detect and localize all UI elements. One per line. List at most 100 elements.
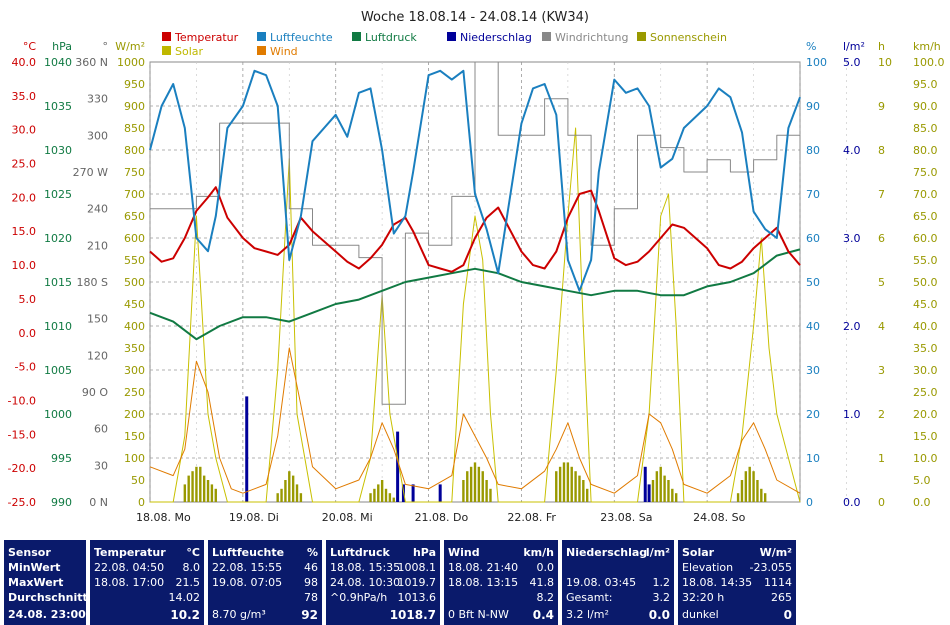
- axis-tick-temp: 35.0: [12, 90, 37, 103]
- stats-label: 18.08. 21:40: [448, 561, 519, 574]
- axis-tick-wind: 65.0: [913, 210, 938, 223]
- axis-tick-sunshine: 2: [878, 408, 885, 421]
- stats-row: 18.08. 15:35 1008.1: [326, 561, 440, 575]
- sunshine-bar: [655, 471, 659, 502]
- sunshine-bar: [199, 466, 202, 502]
- stats-header: Luftdruck hPa: [326, 546, 440, 560]
- axis-tick-winddir: 0 N: [89, 496, 108, 509]
- axis-tick-winddir: 150: [87, 313, 108, 326]
- axis-tick-solar: 200: [124, 408, 145, 421]
- stats-row: Durchschnitt: [4, 591, 88, 605]
- axis-unit-temp: °C: [23, 40, 37, 53]
- sunshine-bar: [582, 480, 585, 502]
- stats-label: 19.08. 07:05: [212, 576, 283, 589]
- stats-column: Solar W/m² Elevation -23.055 18.08. 14:35 111…: [678, 540, 796, 625]
- axis-unit-wind: km/h: [913, 40, 941, 53]
- stats-label: Gesamt:: [566, 591, 613, 604]
- sunshine-bar: [183, 484, 187, 502]
- stats-header: Wind km/h: [444, 546, 558, 560]
- stats-row: 14.02: [90, 591, 204, 605]
- axis-tick-sunshine: 6: [878, 232, 885, 245]
- axis-tick-sunshine: 3: [878, 364, 885, 377]
- legend-label: Windrichtung: [555, 31, 628, 44]
- axis-tick-pressure: 1040: [44, 56, 72, 69]
- axis-tick-solar: 750: [124, 166, 145, 179]
- sunshine-bar: [373, 488, 376, 502]
- stats-value: W/m²: [759, 546, 792, 559]
- axis-tick-solar: 150: [124, 430, 145, 443]
- stats-row: 19.08. 03:45 1.2: [562, 576, 674, 590]
- stats-label: Wind: [448, 546, 480, 559]
- rain-bar: [245, 396, 249, 502]
- stats-label: Temperatur: [94, 546, 166, 559]
- legend-label: Temperatur: [174, 31, 239, 44]
- axis-tick-wind: 15.0: [913, 430, 938, 443]
- axis-tick-rain: 5.0: [843, 56, 861, 69]
- stats-value: 98: [304, 576, 318, 589]
- stats-row: 18.08. 13:15 41.8: [444, 576, 558, 590]
- sunshine-bar: [752, 471, 755, 502]
- axis-tick-sunshine: 8: [878, 144, 885, 157]
- sunshine-bar: [736, 493, 740, 502]
- stats-column: Wind km/h 18.08. 21:40 0.0 18.08. 13:15 41.8 8…: [444, 540, 558, 625]
- axis-tick-solar: 250: [124, 386, 145, 399]
- stats-value: 41.8: [529, 576, 555, 589]
- axis-tick-wind: 75.0: [913, 166, 938, 179]
- axis-tick-winddir: 270 W: [73, 166, 108, 179]
- rain-bar: [438, 484, 442, 502]
- stats-value: 92: [301, 608, 318, 622]
- stats-current: 8.70 g/m³ 92: [208, 608, 322, 622]
- axis-tick-solar: 0: [138, 496, 145, 509]
- sunshine-bar: [562, 462, 566, 502]
- stats-column: Luftdruck hPa 18.08. 15:35 1008.1 24.08. 10:…: [326, 540, 440, 625]
- axis-tick-temp: -10.0: [8, 394, 36, 407]
- axis-tick-temp: -25.0: [8, 496, 36, 509]
- axis-tick-winddir: 210: [87, 239, 108, 252]
- sunshine-bar: [566, 462, 570, 502]
- axis-tick-sunshine: 10: [878, 56, 892, 69]
- stats-label: 24.08. 23:00: [8, 608, 86, 621]
- axis-tick-solar: 350: [124, 342, 145, 355]
- stats-label: ^0.9hPa/h: [330, 591, 388, 604]
- series-lines: [149, 61, 801, 503]
- axis-tick-sunshine: 4: [878, 320, 885, 333]
- rain-bar: [647, 484, 651, 502]
- axis-tick-humidity: 80: [806, 144, 820, 157]
- x-tick-label: 24.08. So: [693, 511, 745, 524]
- stats-value: 10.2: [170, 608, 200, 622]
- axis-tick-wind: 20.0: [913, 408, 938, 421]
- sunshine-bar: [299, 493, 303, 502]
- x-tick-label: 19.08. Di: [229, 511, 279, 524]
- weather-chart: Woche 18.08.14 - 24.08.14 (KW34) Tempera…: [8, 10, 945, 524]
- sunshine-bar: [195, 466, 198, 502]
- axis-tick-solar: 600: [124, 232, 145, 245]
- axis-tick-humidity: 100: [806, 56, 827, 69]
- stats-value: 0.4: [532, 608, 554, 622]
- stats-label: 18.08. 17:00: [94, 576, 165, 589]
- stats-value: 1019.7: [397, 576, 437, 589]
- legend-label: Niederschlag: [460, 31, 532, 44]
- axis-tick-wind: 0.0: [913, 496, 931, 509]
- stats-label: 3.2 l/m²: [566, 608, 609, 621]
- legend-swatch: [637, 32, 646, 41]
- stats-value: 78: [304, 591, 318, 604]
- axis-tick-winddir: 240: [87, 203, 108, 216]
- axis-tick-wind: 55.0: [913, 254, 938, 267]
- axis-tick-sunshine: 9: [878, 100, 885, 113]
- stats-current: 24.08. 23:00: [4, 608, 86, 622]
- legend-label: Wind: [270, 45, 298, 58]
- axis-tick-temp: 15.0: [12, 225, 37, 238]
- sunshine-bar: [651, 480, 655, 502]
- stats-value: 1008.1: [397, 561, 437, 574]
- sunshine-bar: [570, 466, 573, 502]
- axis-tick-winddir: 90 O: [82, 386, 108, 399]
- stats-value: 0: [783, 608, 792, 622]
- stats-value: 8.2: [536, 591, 555, 604]
- legend-label: Luftdruck: [365, 31, 417, 44]
- sunshine-bar: [384, 488, 388, 502]
- axis-tick-humidity: 20: [806, 408, 820, 421]
- sunshine-bar: [214, 488, 217, 502]
- sunshine-bar: [659, 466, 662, 502]
- axis-tick-temp: -15.0: [8, 428, 36, 441]
- axis-tick-temp: 25.0: [12, 158, 37, 171]
